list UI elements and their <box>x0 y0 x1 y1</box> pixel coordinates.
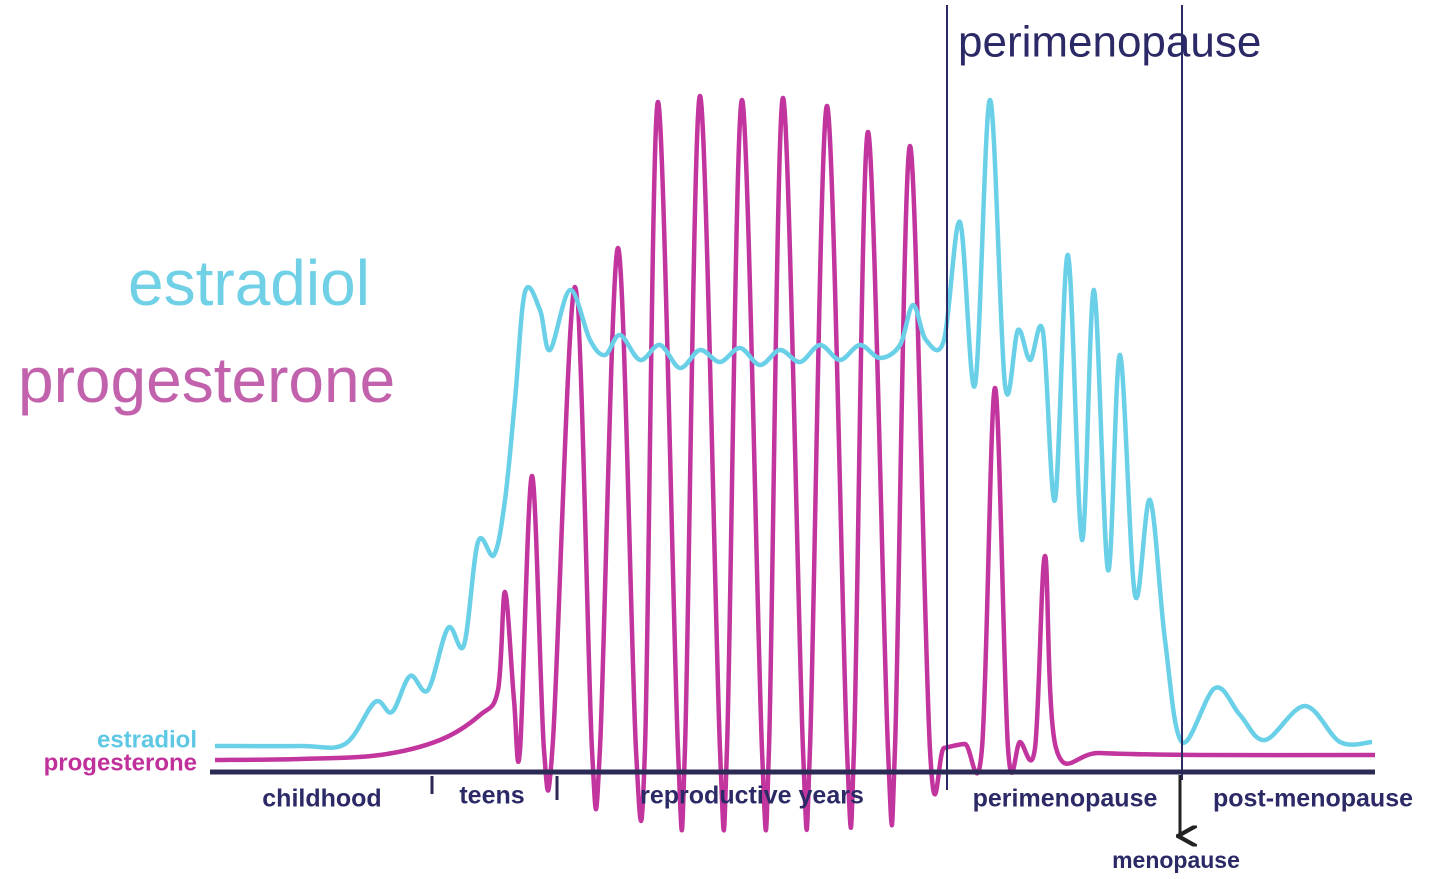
title: perimenopause <box>958 18 1261 67</box>
stage-label: perimenopause <box>973 785 1158 813</box>
curves <box>214 93 1376 833</box>
legend-progesterone: progesterone <box>44 749 197 776</box>
progesterone-label: progesterone <box>18 344 395 416</box>
stage-label: post-menopause <box>1213 785 1413 813</box>
stage-label: reproductive years <box>640 782 864 810</box>
estradiol-label: estradiol <box>128 247 370 319</box>
stage-label: teens <box>459 782 524 810</box>
estradiol-curve <box>214 97 1373 751</box>
stage-label: childhood <box>262 785 381 813</box>
legend-estradiol: estradiol <box>97 726 197 753</box>
progesterone-curve <box>214 93 1376 833</box>
event-label: menopause <box>1112 847 1240 873</box>
